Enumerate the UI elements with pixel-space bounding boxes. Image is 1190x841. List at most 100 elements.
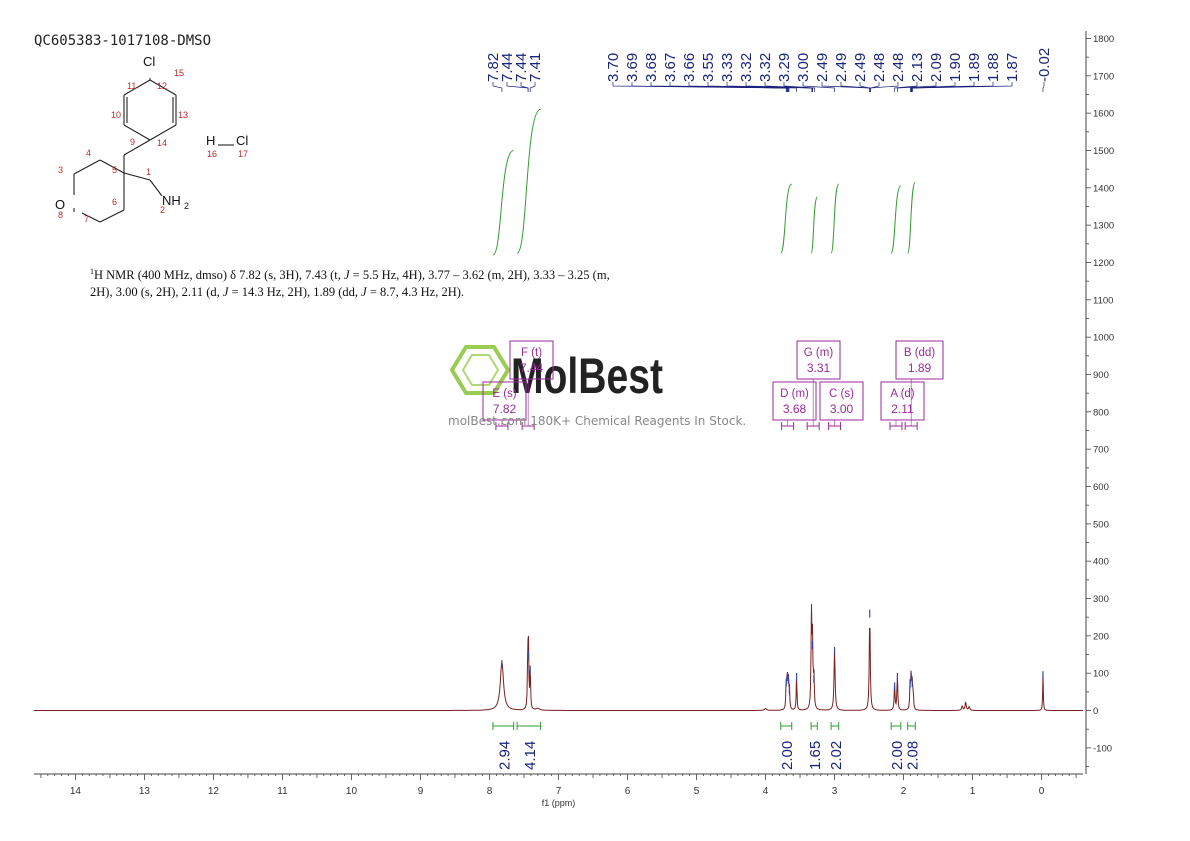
peak-label: 2.09 xyxy=(928,53,945,82)
y-tick-label: 400 xyxy=(1093,557,1109,568)
peak-label: 3.33 xyxy=(719,53,736,82)
integral-curve xyxy=(810,196,818,254)
integral-value: 2.08 xyxy=(905,741,922,770)
y-tick-label: 1000 xyxy=(1093,333,1114,344)
atom-number: 11 xyxy=(127,81,136,91)
multiplet-value: 3.68 xyxy=(783,402,807,416)
y-tick-label: 1500 xyxy=(1093,146,1114,157)
peak-label: 3.29 xyxy=(776,53,793,82)
x-tick-label: 5 xyxy=(694,786,700,797)
atom-number: 7 xyxy=(84,214,89,224)
peak-label-leader xyxy=(870,82,899,92)
integral-curve xyxy=(907,181,916,254)
peak-label: 2.48 xyxy=(871,53,888,82)
y-tick-label: 1200 xyxy=(1093,258,1114,269)
peak-label-leader xyxy=(821,82,871,92)
integral-curve xyxy=(492,149,514,256)
peak-label: 1.87 xyxy=(1004,53,1021,82)
peak-label: 3.00 xyxy=(795,53,812,82)
atom-number: 3 xyxy=(58,165,63,175)
peak-label: 2.49 xyxy=(852,53,869,82)
peak-label-leader xyxy=(859,82,871,92)
peak-label-leader xyxy=(707,82,797,92)
multiplet-value: 3.00 xyxy=(830,402,854,416)
peak-label: 1.89 xyxy=(966,53,983,82)
multiplet-box xyxy=(482,381,527,421)
integral-value: 4.14 xyxy=(522,741,539,770)
multiplet-label: A (d) xyxy=(890,388,914,400)
multiplet-box xyxy=(772,381,817,421)
y-tick-label: 300 xyxy=(1093,594,1109,605)
hcl-h-label: H xyxy=(206,133,215,148)
x-tick-label: 1 xyxy=(970,786,976,797)
atom-number: 13 xyxy=(178,110,188,120)
multiplet-label: B (dd) xyxy=(904,347,935,359)
multiplet-label: E (s) xyxy=(492,388,516,400)
spectrum xyxy=(34,604,1083,711)
atom-number: 15 xyxy=(174,68,184,78)
x-tick-label: 8 xyxy=(487,786,493,797)
integral-curve xyxy=(780,183,793,254)
x-tick-label: 14 xyxy=(70,786,82,797)
y-tick-label: 800 xyxy=(1093,407,1109,418)
peak-label: 3.32 xyxy=(738,53,755,82)
peak-label: 3.68 xyxy=(643,53,660,82)
atom-number: 2 xyxy=(160,205,165,215)
x-tick-label: 4 xyxy=(763,786,769,797)
atom-subscript: 2 xyxy=(184,201,189,211)
multiplet-boxes: F (t) 7.44 E (s) 7.82 G (m) 3.31 D (m) 3.68 C (s… xyxy=(482,340,944,430)
x-tick-label: 6 xyxy=(625,786,631,797)
y-tick-label: 200 xyxy=(1093,631,1109,642)
y-tick-label: 700 xyxy=(1093,445,1109,456)
peak-label-leader xyxy=(870,82,880,92)
y-tick-label: 1300 xyxy=(1093,221,1114,232)
atom-number: 4 xyxy=(86,148,91,158)
integral-value: 2.00 xyxy=(889,741,906,770)
multiplet-box xyxy=(895,340,944,380)
integral-curve xyxy=(830,183,840,254)
peak-label: 1.88 xyxy=(985,53,1002,82)
integral-bars: 2.94 4.14 2.00 1.65 2.02 2.002.08 xyxy=(492,722,922,770)
peak-label: 3.32 xyxy=(757,53,774,82)
peak-label: 7.44 xyxy=(513,53,530,82)
x-tick-label: 10 xyxy=(346,786,358,797)
spectrum-trace xyxy=(34,604,1083,711)
x-tick-label: 0 xyxy=(1039,786,1045,797)
coupling-j1: J xyxy=(343,268,350,283)
peak-label-leader xyxy=(492,82,503,92)
y-tick-label: 900 xyxy=(1093,370,1109,381)
peak-label: 3.55 xyxy=(700,53,717,82)
peak-label: 2.48 xyxy=(890,53,907,82)
y-tick-label: 1800 xyxy=(1093,34,1114,45)
molecule-structure xyxy=(73,78,234,223)
peak-label-leader xyxy=(912,82,1013,92)
atom-number: 9 xyxy=(130,137,135,147)
axes: 14 13 12 11 10 9 8 7 6 5 4 3 2 1 0f1 (ppm)-10001002003… xyxy=(34,31,1114,808)
peak-labels: 7.827.447.447.41 3.70 3.69 3.68 3.67 3.66 3.55… xyxy=(485,48,1053,92)
y-tick-label: 1100 xyxy=(1093,295,1113,306)
peak-label-leader xyxy=(894,82,918,92)
x-axis-label: f1 (ppm) xyxy=(542,798,576,808)
integral-value: 2.02 xyxy=(828,741,845,770)
nmr-description: 1H NMR (400 MHz, dmso) δ 7.82 (s, 3H), 7… xyxy=(90,263,650,301)
peak-label: 3.70 xyxy=(605,53,622,82)
integral-value: 2.00 xyxy=(779,741,796,770)
peak-label-leader xyxy=(1042,82,1045,92)
integral-value: 2.94 xyxy=(496,741,513,770)
peak-label-leader xyxy=(783,82,815,92)
peak-label: 2.49 xyxy=(833,53,850,82)
multiplet-label: F (t) xyxy=(521,347,542,359)
watermark: MolBest xyxy=(449,345,663,404)
atom-number: 5 xyxy=(112,165,117,175)
multiplet-label: G (m) xyxy=(804,347,834,359)
multiplet-value: 7.44 xyxy=(520,361,544,375)
atom-number: 10 xyxy=(111,110,121,120)
x-tick-label: 3 xyxy=(832,786,838,797)
coupling-j3: J xyxy=(361,285,367,300)
integral-value: 1.65 xyxy=(807,741,824,770)
y-tick-label: 1400 xyxy=(1093,183,1114,194)
x-tick-label: 13 xyxy=(139,786,151,797)
hcl-h-number: 16 xyxy=(207,149,217,159)
y-tick-label: 1700 xyxy=(1093,71,1114,82)
peak-label-leader xyxy=(897,82,937,92)
